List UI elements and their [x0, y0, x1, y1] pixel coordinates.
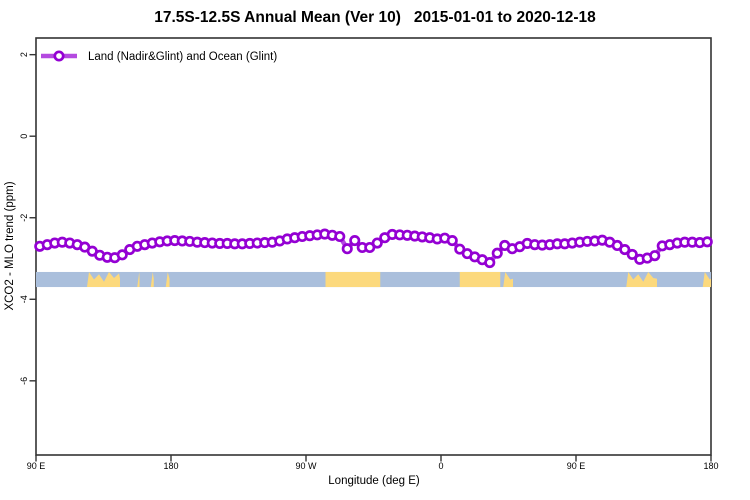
- y-tick-label: 0: [19, 134, 29, 139]
- x-axis-label: Longitude (deg E): [328, 475, 420, 487]
- legend-marker-icon: [53, 50, 65, 62]
- land-band-segment: [165, 271, 170, 288]
- page-title: 17.5S-12.5S Annual Mean (Ver 10) 2015-01-…: [154, 9, 596, 26]
- data-point-marker: [484, 257, 496, 269]
- y-tick-label: -4: [19, 295, 29, 303]
- data-point-marker: [446, 235, 458, 247]
- x-tick-label: 180: [163, 461, 178, 471]
- land-band-segment: [325, 271, 381, 288]
- y-tick-label: -2: [19, 214, 29, 222]
- legend-label: Land (Nadir&Glint) and Ocean (Glint): [88, 51, 277, 63]
- land-band-segment: [626, 271, 657, 288]
- title-dates: 2015-01-01 to 2020-12-18: [414, 9, 596, 26]
- land-band-segment: [459, 271, 501, 288]
- x-tick-label: 90 W: [295, 461, 317, 471]
- land-band-segment: [87, 271, 120, 288]
- x-tick-label: 90 E: [27, 461, 46, 471]
- land-band-segment: [503, 271, 513, 288]
- surface-type-band: [36, 271, 711, 288]
- data-point-marker: [619, 243, 631, 256]
- axis-ticks: 90 E 180 90 W 0 90 E 180 2 0 -2 -4 -6: [19, 52, 719, 471]
- data-point-marker: [491, 247, 503, 259]
- x-tick-label: 0: [438, 461, 443, 471]
- x-tick-label: 90 E: [567, 461, 586, 471]
- data-point-marker: [626, 248, 638, 260]
- data-point-marker: [341, 243, 353, 255]
- data-point-marker: [116, 249, 128, 261]
- data-point-marker: [334, 230, 346, 243]
- title-range: 17.5S-12.5S Annual Mean (Ver 10): [154, 9, 401, 26]
- data-series: [34, 228, 713, 269]
- y-tick-label: 2: [19, 52, 29, 57]
- land-band-segment: [137, 271, 140, 288]
- data-point-marker: [364, 241, 376, 254]
- y-axis-label: XCO2 - MLO trend (ppm): [4, 181, 16, 310]
- y-tick-label: -6: [19, 377, 29, 385]
- data-point-marker: [371, 237, 383, 249]
- data-point-marker: [701, 236, 713, 248]
- legend: Land (Nadir&Glint) and Ocean (Glint): [41, 50, 277, 63]
- data-point-marker: [649, 250, 661, 262]
- data-point-marker: [349, 235, 361, 247]
- x-tick-label: 180: [703, 461, 718, 471]
- land-band-segment: [150, 271, 154, 288]
- data-point-marker: [454, 243, 466, 255]
- land-band-segment: [702, 271, 711, 288]
